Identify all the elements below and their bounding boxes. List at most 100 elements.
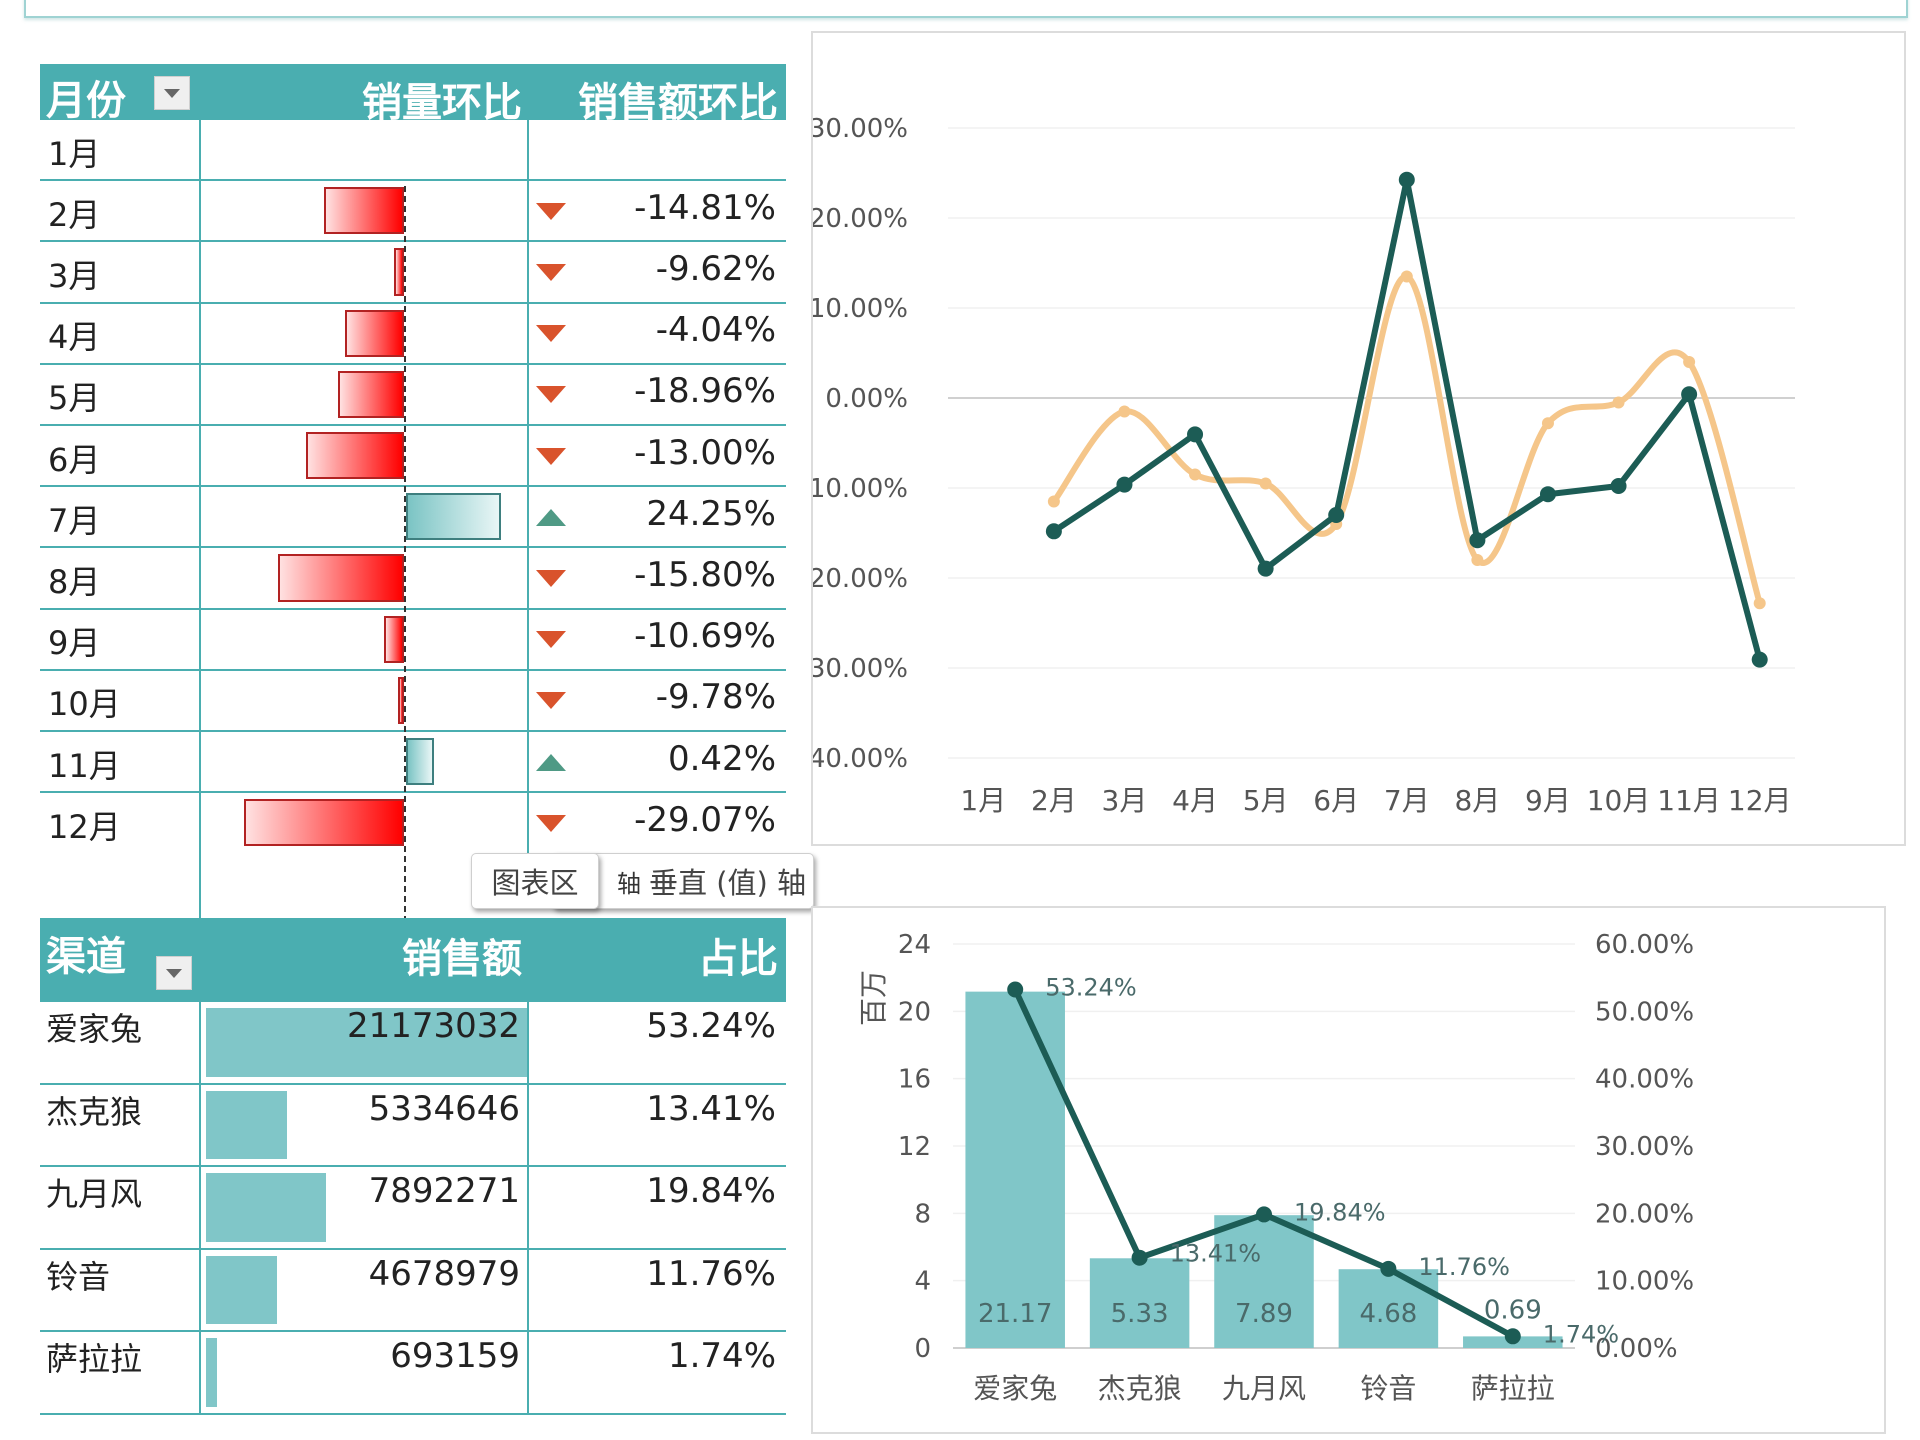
data-point-amount-mom <box>1328 507 1345 523</box>
amount-mom-value: 24.25% <box>646 493 776 534</box>
y-tick-label: 10.00% <box>813 294 908 324</box>
data-point-volume-mom <box>1189 468 1202 481</box>
data-point-volume-mom <box>1047 495 1060 508</box>
down-arrow-icon <box>536 692 566 710</box>
chart-area-tooltip: 图表区 <box>471 853 599 909</box>
amount-value: 5334646 <box>368 1088 520 1129</box>
share-value: 11.76% <box>646 1253 776 1294</box>
y-tick-label: 8 <box>914 1199 931 1229</box>
bar-data-label: 4.68 <box>1359 1299 1417 1329</box>
data-point-share <box>1131 1249 1148 1266</box>
data-point-volume-mom <box>1612 396 1625 409</box>
negative-bar <box>398 676 404 724</box>
table-row: 12月 -29.07% <box>40 793 786 854</box>
bar-data-label: 0.69 <box>1484 1295 1542 1325</box>
data-point-share <box>1380 1260 1397 1277</box>
amount-mom-value: -4.04% <box>655 310 776 351</box>
share-value: 19.84% <box>646 1171 776 1211</box>
line-data-label: 1.74% <box>1543 1320 1619 1348</box>
header-amount-mom: 销售额环比 <box>578 80 778 126</box>
down-arrow-icon <box>536 569 566 587</box>
month-label: 1月 <box>48 134 101 173</box>
down-arrow-icon <box>536 386 566 404</box>
bar-sales-amount <box>1338 1269 1439 1348</box>
y-tick-label: 20.00% <box>813 204 908 234</box>
x-tick-label: 爱家兔 <box>973 1372 1057 1405</box>
x-tick-label: 5月 <box>1243 784 1289 817</box>
data-point-volume-mom <box>1541 417 1554 430</box>
data-point-share <box>1256 1206 1272 1223</box>
y2-tick-label: 40.00% <box>1595 1065 1694 1095</box>
month-table-header: 月份 销量环比 销售额环比 <box>40 64 786 126</box>
negative-bar <box>393 248 404 296</box>
table-row: 1月 <box>40 120 786 182</box>
column-divider <box>199 1002 201 1414</box>
mom-line-chart-svg: 30.00% 20.00% 10.00% 0.00% -10.00% -20.00% -30… <box>799 114 1795 817</box>
line-data-label: 53.24% <box>1045 974 1137 1002</box>
x-tick-label: 杰克狼 <box>1098 1372 1182 1405</box>
data-point-amount-mom <box>1116 476 1133 493</box>
amount-mom-value: -18.96% <box>634 371 776 412</box>
month-label: 2月 <box>48 195 101 234</box>
y2-tick-label: 50.00% <box>1595 997 1694 1027</box>
table-row: 7月 24.25% <box>40 487 786 549</box>
tooltip-primary: 图表区 <box>491 866 579 900</box>
down-arrow-icon <box>536 263 566 281</box>
month-label: 3月 <box>48 256 101 295</box>
share-value: 1.74% <box>667 1336 776 1376</box>
mom-line-chart[interactable]: 30.00% 20.00% 10.00% 0.00% -10.00% -20.00% -30… <box>799 31 1906 846</box>
data-point-amount-mom <box>1681 386 1698 403</box>
down-arrow-icon <box>536 814 566 832</box>
negative-bar <box>337 370 404 418</box>
amount-mom-value: -9.78% <box>655 677 776 718</box>
channel-filter-button[interactable] <box>156 956 192 990</box>
y-tick-label: 20 <box>898 997 931 1027</box>
series-line-amount-mom <box>1052 176 1763 661</box>
data-point-amount-mom <box>1187 426 1204 443</box>
channel-label: 九月风 <box>46 1175 143 1213</box>
amount-value: 7892271 <box>368 1171 520 1211</box>
table-row: 6月 -13.00% <box>40 426 786 488</box>
y2-tick-label: 0.00% <box>1595 1334 1678 1364</box>
data-point-amount-mom <box>1469 532 1486 549</box>
amount-mom-value: 0.42% <box>667 738 776 779</box>
header-amount: 销售额 <box>402 936 522 982</box>
positive-bar <box>406 493 501 541</box>
x-tick-label: 7月 <box>1384 784 1430 817</box>
y-tick-label: 0 <box>914 1334 931 1364</box>
data-point-share <box>1007 981 1024 998</box>
share-value: 13.41% <box>646 1088 776 1129</box>
month-label: 12月 <box>48 807 121 846</box>
x-tick-label: 12月 <box>1728 784 1792 817</box>
data-point-volume-mom <box>1118 405 1131 418</box>
month-label: 7月 <box>48 501 101 540</box>
y-tick-label: 16 <box>898 1065 931 1095</box>
y2-tick-label: 30.00% <box>1595 1132 1694 1162</box>
month-filter-button[interactable] <box>154 76 190 110</box>
amount-mom-value: -15.80% <box>634 554 776 595</box>
channel-combo-chart[interactable]: 24 20 16 12 8 4 0 60.00% 50.00% 40.00% 30.00% 20.00… <box>811 906 1886 1434</box>
negative-bar <box>323 187 404 235</box>
y-tick-label: -40.00% <box>813 744 908 774</box>
x-tick-label: 1月 <box>960 784 1006 817</box>
data-point-volume-mom <box>1259 477 1272 490</box>
data-point-amount-mom <box>1751 651 1768 668</box>
data-point-volume-mom <box>1753 597 1766 610</box>
channel-table-header: 渠道 销售额 占比 <box>40 918 786 1002</box>
month-label: 10月 <box>48 685 121 724</box>
amount-data-bar <box>206 1008 528 1077</box>
column-divider <box>527 120 529 855</box>
down-arrow-icon <box>536 631 566 649</box>
top-panel-border <box>24 0 1908 18</box>
x-tick-label: 11月 <box>1657 784 1721 817</box>
y-tick-label: 4 <box>914 1267 931 1297</box>
month-label: 8月 <box>48 562 101 601</box>
data-point-volume-mom <box>1683 356 1696 368</box>
data-point-amount-mom <box>1610 478 1627 495</box>
table-row: 九月风 7892271 19.84% <box>40 1167 786 1250</box>
y-tick-label: -10.00% <box>813 474 908 504</box>
amount-mom-value: -14.81% <box>634 187 776 228</box>
month-label: 4月 <box>48 318 101 357</box>
amount-value: 693159 <box>390 1336 520 1376</box>
x-tick-label: 九月风 <box>1222 1372 1306 1405</box>
